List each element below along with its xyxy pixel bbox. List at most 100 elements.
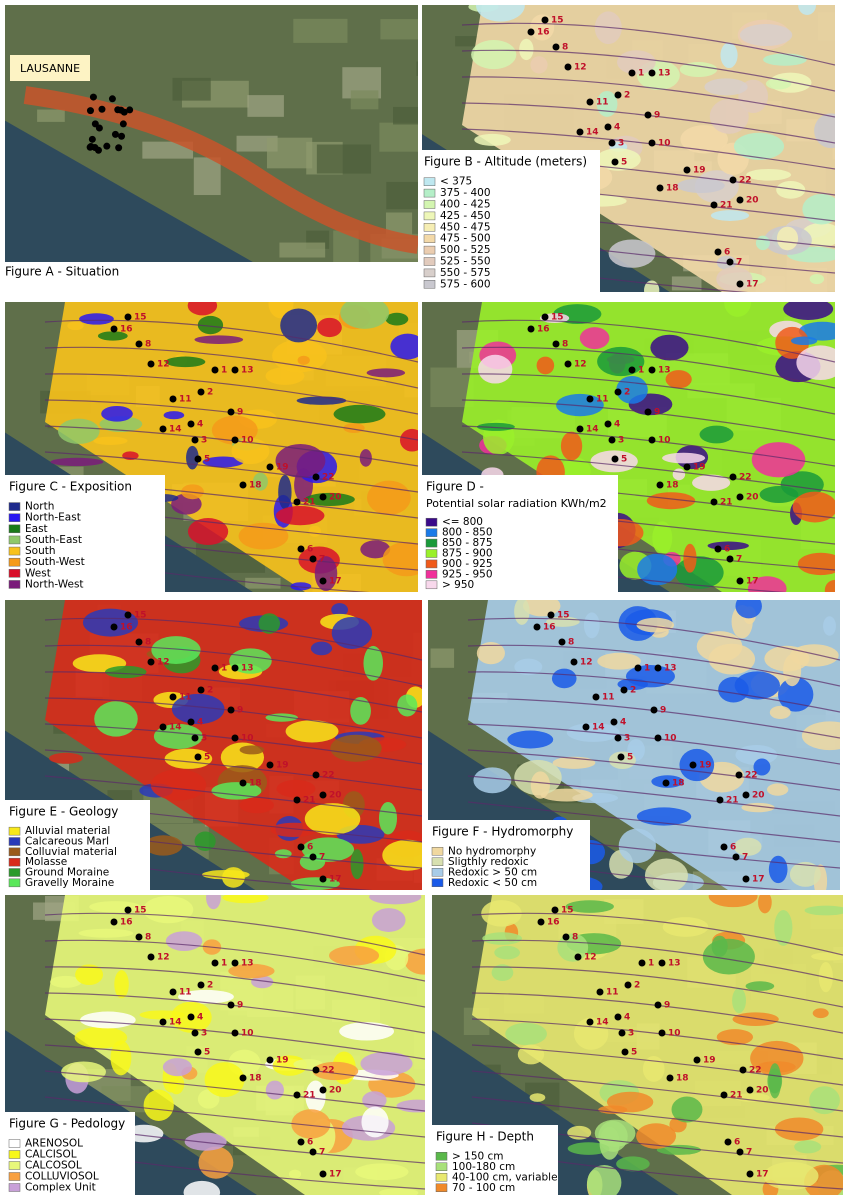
map-unit xyxy=(617,50,656,75)
site-label: 18 xyxy=(666,184,679,194)
map-unit xyxy=(565,900,614,913)
site-label: 11 xyxy=(179,395,192,405)
legend-label: Colluvial material xyxy=(25,846,117,858)
site-label: 7 xyxy=(736,555,742,565)
site-dot xyxy=(159,1018,167,1026)
map-unit xyxy=(476,642,505,665)
legend-label: > 950 xyxy=(442,579,474,591)
site-label: 22 xyxy=(322,771,335,781)
legend-swatch xyxy=(423,245,436,255)
legend-swatch xyxy=(423,268,436,278)
site-dot xyxy=(103,142,111,150)
site-dot xyxy=(527,325,535,333)
map-unit xyxy=(776,180,806,199)
map-unit xyxy=(616,375,648,404)
map-unit xyxy=(732,987,746,1014)
site-dot xyxy=(191,436,199,444)
site-label: 22 xyxy=(322,473,335,483)
site-label: 6 xyxy=(307,843,313,853)
map-unit xyxy=(797,552,835,576)
map-unit xyxy=(165,356,206,368)
site-label: 21 xyxy=(303,796,316,806)
site-dot xyxy=(266,1056,274,1064)
map-unit xyxy=(759,486,799,503)
map-unit xyxy=(801,721,840,751)
site-dot xyxy=(656,481,664,489)
site-label: 2 xyxy=(630,686,636,696)
site-label: 8 xyxy=(145,933,151,943)
site-dot xyxy=(574,953,582,961)
map-unit xyxy=(809,1086,840,1115)
legend-swatch xyxy=(431,868,444,877)
site-label: 21 xyxy=(303,1091,316,1101)
map-unit xyxy=(258,613,281,634)
map-unit xyxy=(79,313,114,325)
legend-swatch xyxy=(8,580,21,589)
site-dot xyxy=(541,16,549,24)
site-label: 9 xyxy=(664,1001,670,1011)
map-unit xyxy=(814,113,835,149)
contour xyxy=(461,22,835,66)
map-unit xyxy=(804,905,843,916)
contour xyxy=(44,992,425,1034)
legend-swatch xyxy=(435,1183,448,1192)
site-dot xyxy=(614,388,622,396)
map-unit xyxy=(597,652,642,670)
contour xyxy=(467,617,840,661)
site-label: 17 xyxy=(752,875,765,885)
map-unit xyxy=(61,1061,106,1083)
field xyxy=(455,36,480,47)
site-dot xyxy=(576,425,584,433)
map-unit xyxy=(679,748,715,782)
map-unit xyxy=(229,648,272,674)
site-dot xyxy=(211,366,219,374)
site-dot xyxy=(231,664,239,672)
site-dot xyxy=(227,1001,235,1009)
map-unit xyxy=(474,133,511,146)
site-label: 17 xyxy=(746,577,759,587)
map-unit xyxy=(774,1117,824,1141)
site-label: 5 xyxy=(204,753,210,763)
site-dot xyxy=(312,771,320,779)
map-unit xyxy=(471,40,517,70)
site-dot xyxy=(319,791,327,799)
map-unit xyxy=(720,42,738,69)
map-unit xyxy=(239,797,274,814)
site-dot xyxy=(187,1013,195,1021)
legend-label: 900 - 925 xyxy=(442,558,493,570)
map-unit xyxy=(238,522,289,550)
contour xyxy=(471,1044,843,1086)
map-unit xyxy=(732,1012,779,1027)
map-unit xyxy=(390,333,418,360)
site-label: 4 xyxy=(614,123,620,133)
field xyxy=(386,181,418,210)
map-unit xyxy=(168,1074,185,1095)
field xyxy=(266,137,313,169)
site-dot xyxy=(231,366,239,374)
site-label: 19 xyxy=(276,1056,289,1066)
site-label: 8 xyxy=(562,43,568,53)
map-unit xyxy=(665,370,692,389)
map-unit xyxy=(733,837,762,856)
legend-swatch xyxy=(425,559,438,569)
map-unit xyxy=(692,474,731,491)
site-dot xyxy=(319,1086,327,1094)
site-dot xyxy=(662,779,670,787)
field xyxy=(247,95,284,117)
site-label: 18 xyxy=(249,481,262,491)
map-unit xyxy=(530,771,550,799)
map-unit xyxy=(183,1180,221,1195)
map-unit xyxy=(404,948,425,975)
legend-swatch xyxy=(423,188,436,198)
contour xyxy=(467,671,840,713)
site-dot xyxy=(586,395,594,403)
map-unit xyxy=(751,442,806,478)
site-dot xyxy=(147,360,155,368)
field xyxy=(279,242,326,258)
map-unit xyxy=(291,1109,331,1139)
contour xyxy=(44,1070,425,1112)
site-dot xyxy=(654,734,662,742)
site-label: 22 xyxy=(739,176,752,186)
contour xyxy=(461,373,835,415)
site-label: 2 xyxy=(207,686,213,696)
